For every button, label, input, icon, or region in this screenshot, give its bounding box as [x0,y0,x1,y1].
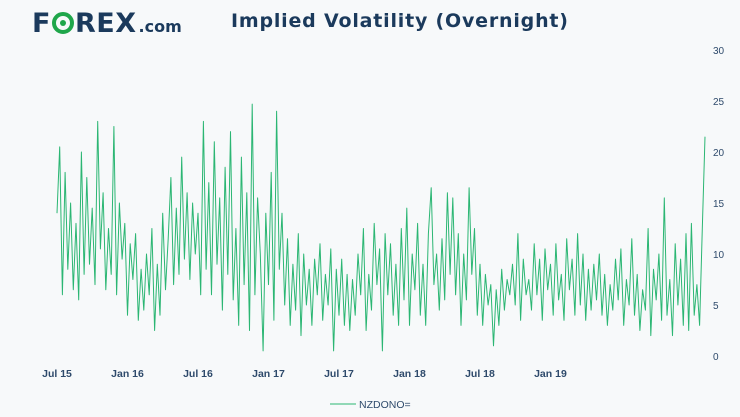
y-tick-label: 5 [713,301,719,312]
legend: NZDONO= [330,399,411,411]
logo-letters-rex: REX [74,8,137,39]
series-line-nzdono [56,103,706,352]
chart-title: Implied Volatility (Overnight) [231,10,569,32]
forex-logo[interactable]: F REX .com [32,8,182,40]
y-tick-label: 15 [713,199,725,210]
logo-letter-f: F [32,8,51,39]
y-tick-label: 20 [713,148,725,159]
y-tick-label: 10 [713,250,725,261]
x-tick-label: Jan 18 [393,368,426,380]
y-tick-label: 25 [713,97,725,108]
y-tick-label: 0 [713,352,719,363]
x-tick-label: Jul 16 [183,368,213,380]
x-tick-label: Jul 17 [324,368,354,380]
x-tick-label: Jul 18 [465,368,495,380]
x-tick-label: Jan 19 [534,368,567,380]
x-tick-label: Jan 16 [111,368,144,380]
y-tick-label: 30 [713,46,725,57]
logo-globe-icon [51,12,74,34]
x-tick-label: Jan 17 [252,368,285,380]
y-axis: 0 5 10 15 20 25 30 [713,46,725,363]
x-tick-label: Jul 15 [42,368,72,380]
logo-dot-com: .com [138,17,182,36]
x-axis: Jul 15 Jan 16 Jul 16 Jan 17 Jul 17 Jan 18 Jul … [42,368,567,380]
legend-label: NZDONO= [359,399,411,411]
